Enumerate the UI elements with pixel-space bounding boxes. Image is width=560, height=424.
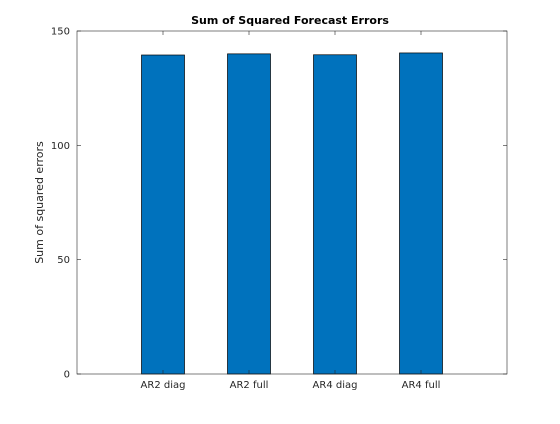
bar-ar2-full: [227, 53, 271, 375]
labels-layer: Sum of Squared Forecast Errors Sum of sq…: [33, 14, 440, 391]
x-tick-label: AR4 diag: [313, 380, 358, 391]
x-tick-label: AR2 diag: [141, 380, 186, 391]
y-tick-label: 50: [57, 255, 70, 266]
y-tick-label: 0: [64, 370, 70, 381]
axes-box: [76, 30, 508, 375]
y-axis-title: Sum of squared errors: [33, 141, 46, 264]
x-tick-label: AR2 full: [230, 380, 269, 391]
chart-title: Sum of Squared Forecast Errors: [191, 14, 389, 27]
bar-ar4-full: [399, 52, 443, 375]
x-tick-label: AR4 full: [402, 380, 441, 391]
bars-layer: [141, 52, 443, 375]
axes-layer: [76, 30, 508, 375]
bar-ar4-diag: [313, 54, 357, 375]
bar-ar2-diag: [141, 54, 185, 375]
y-tick-label: 150: [51, 27, 70, 38]
y-tick-label: 100: [51, 141, 70, 152]
